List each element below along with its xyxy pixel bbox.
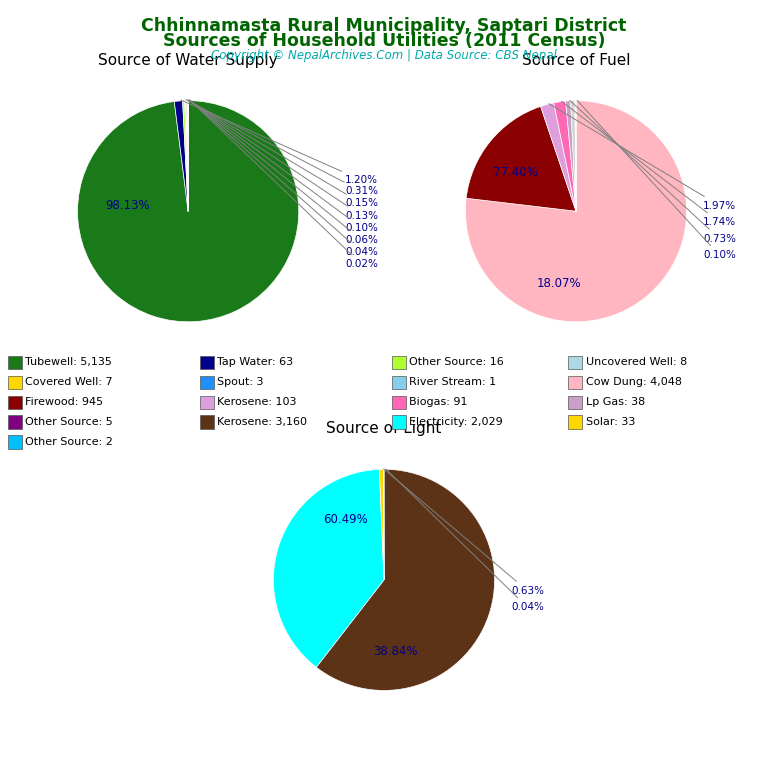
- Text: 0.63%: 0.63%: [383, 468, 545, 596]
- Wedge shape: [571, 101, 576, 211]
- Text: Biogas: 91: Biogas: 91: [409, 397, 468, 408]
- Text: Tap Water: 63: Tap Water: 63: [217, 357, 293, 368]
- Text: 0.10%: 0.10%: [577, 101, 736, 260]
- Text: Electricity: 2,029: Electricity: 2,029: [409, 417, 503, 428]
- Text: Covered Well: 7: Covered Well: 7: [25, 377, 113, 388]
- Text: Solar: 33: Solar: 33: [586, 417, 635, 428]
- Text: 18.07%: 18.07%: [537, 276, 581, 290]
- Text: 0.06%: 0.06%: [190, 100, 378, 245]
- Text: Spout: 3: Spout: 3: [217, 377, 264, 388]
- Text: Kerosene: 3,160: Kerosene: 3,160: [217, 417, 307, 428]
- Text: Chhinnamasta Rural Municipality, Saptari District: Chhinnamasta Rural Municipality, Saptari…: [141, 17, 627, 35]
- Wedge shape: [187, 101, 188, 211]
- Text: 1.97%: 1.97%: [549, 104, 737, 210]
- Text: Uncovered Well: 8: Uncovered Well: 8: [586, 357, 687, 368]
- Wedge shape: [541, 103, 576, 211]
- Text: Tubewell: 5,135: Tubewell: 5,135: [25, 357, 112, 368]
- Text: Other Source: 16: Other Source: 16: [409, 357, 504, 368]
- Title: Source of Water Supply: Source of Water Supply: [98, 53, 278, 68]
- Wedge shape: [575, 101, 576, 211]
- Text: 38.84%: 38.84%: [372, 645, 417, 658]
- Wedge shape: [565, 101, 576, 211]
- Wedge shape: [554, 101, 576, 211]
- Text: 98.13%: 98.13%: [105, 199, 150, 212]
- Text: 0.04%: 0.04%: [386, 469, 544, 613]
- Text: Other Source: 5: Other Source: 5: [25, 417, 113, 428]
- Text: Cow Dung: 4,048: Cow Dung: 4,048: [586, 377, 682, 388]
- Text: Firewood: 945: Firewood: 945: [25, 397, 104, 408]
- Wedge shape: [273, 469, 384, 667]
- Text: Kerosene: 103: Kerosene: 103: [217, 397, 297, 408]
- Text: 0.31%: 0.31%: [186, 100, 378, 197]
- Text: River Stream: 1: River Stream: 1: [409, 377, 496, 388]
- Text: 0.02%: 0.02%: [190, 101, 378, 270]
- Wedge shape: [185, 101, 188, 211]
- Wedge shape: [174, 101, 188, 211]
- Text: 0.10%: 0.10%: [189, 100, 378, 233]
- Wedge shape: [187, 101, 188, 211]
- Text: Copyright © NepalArchives.Com | Data Source: CBS Nepal: Copyright © NepalArchives.Com | Data Sou…: [211, 49, 557, 62]
- Text: Sources of Household Utilities (2011 Census): Sources of Household Utilities (2011 Cen…: [163, 32, 605, 50]
- Text: 0.13%: 0.13%: [188, 100, 378, 220]
- Text: 60.49%: 60.49%: [323, 512, 368, 525]
- Wedge shape: [186, 101, 188, 211]
- Text: Other Source: 2: Other Source: 2: [25, 437, 113, 448]
- Wedge shape: [466, 107, 576, 211]
- Wedge shape: [465, 101, 687, 322]
- Wedge shape: [78, 101, 299, 322]
- Wedge shape: [379, 469, 384, 580]
- Text: 0.04%: 0.04%: [190, 101, 378, 257]
- Text: Lp Gas: 38: Lp Gas: 38: [586, 397, 645, 408]
- Title: Source of Light: Source of Light: [326, 422, 442, 436]
- Title: Source of Fuel: Source of Fuel: [521, 53, 631, 68]
- Text: 1.20%: 1.20%: [180, 100, 378, 185]
- Text: 1.74%: 1.74%: [561, 101, 737, 227]
- Wedge shape: [183, 101, 188, 211]
- Text: 0.73%: 0.73%: [570, 101, 737, 244]
- Text: 77.40%: 77.40%: [493, 166, 538, 179]
- Wedge shape: [316, 469, 495, 690]
- Text: 0.15%: 0.15%: [187, 100, 378, 208]
